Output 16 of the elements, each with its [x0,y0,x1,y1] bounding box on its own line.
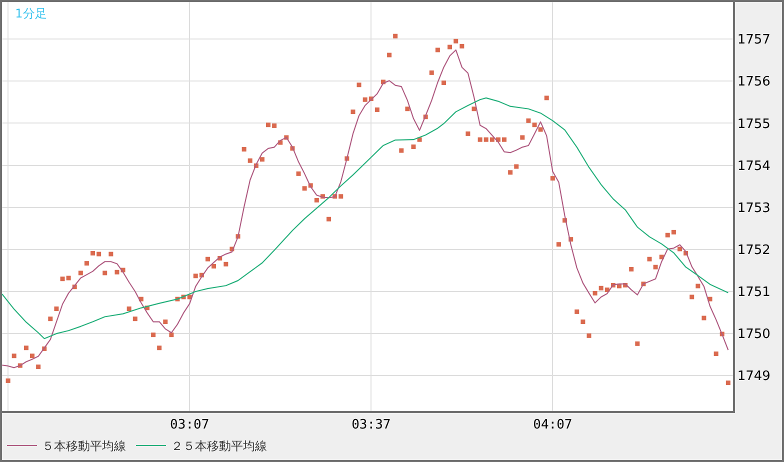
y-tick-label: 1756 [737,74,770,90]
y-tick-label: 1755 [737,116,770,132]
line-series [2,97,729,340]
y-tick-label: 1757 [737,32,770,48]
legend-label: ５本移動平均線 [42,439,126,454]
y-tick-label: 1749 [737,369,770,384]
y-tick-label: 1753 [737,200,770,216]
x-tick-label: 03:37 [352,417,391,432]
y-tick-label: 1751 [737,285,770,300]
x-tick-label: 03:07 [170,417,210,432]
legend-label: ２５本移動平均線 [171,439,267,454]
y-tick-label: 1750 [737,327,770,342]
chart-title: 1分足 [15,6,47,21]
y-tick-label: 1754 [737,158,770,174]
x-tick-label: 04:07 [533,417,572,432]
y-tick-label: 1752 [737,242,770,258]
